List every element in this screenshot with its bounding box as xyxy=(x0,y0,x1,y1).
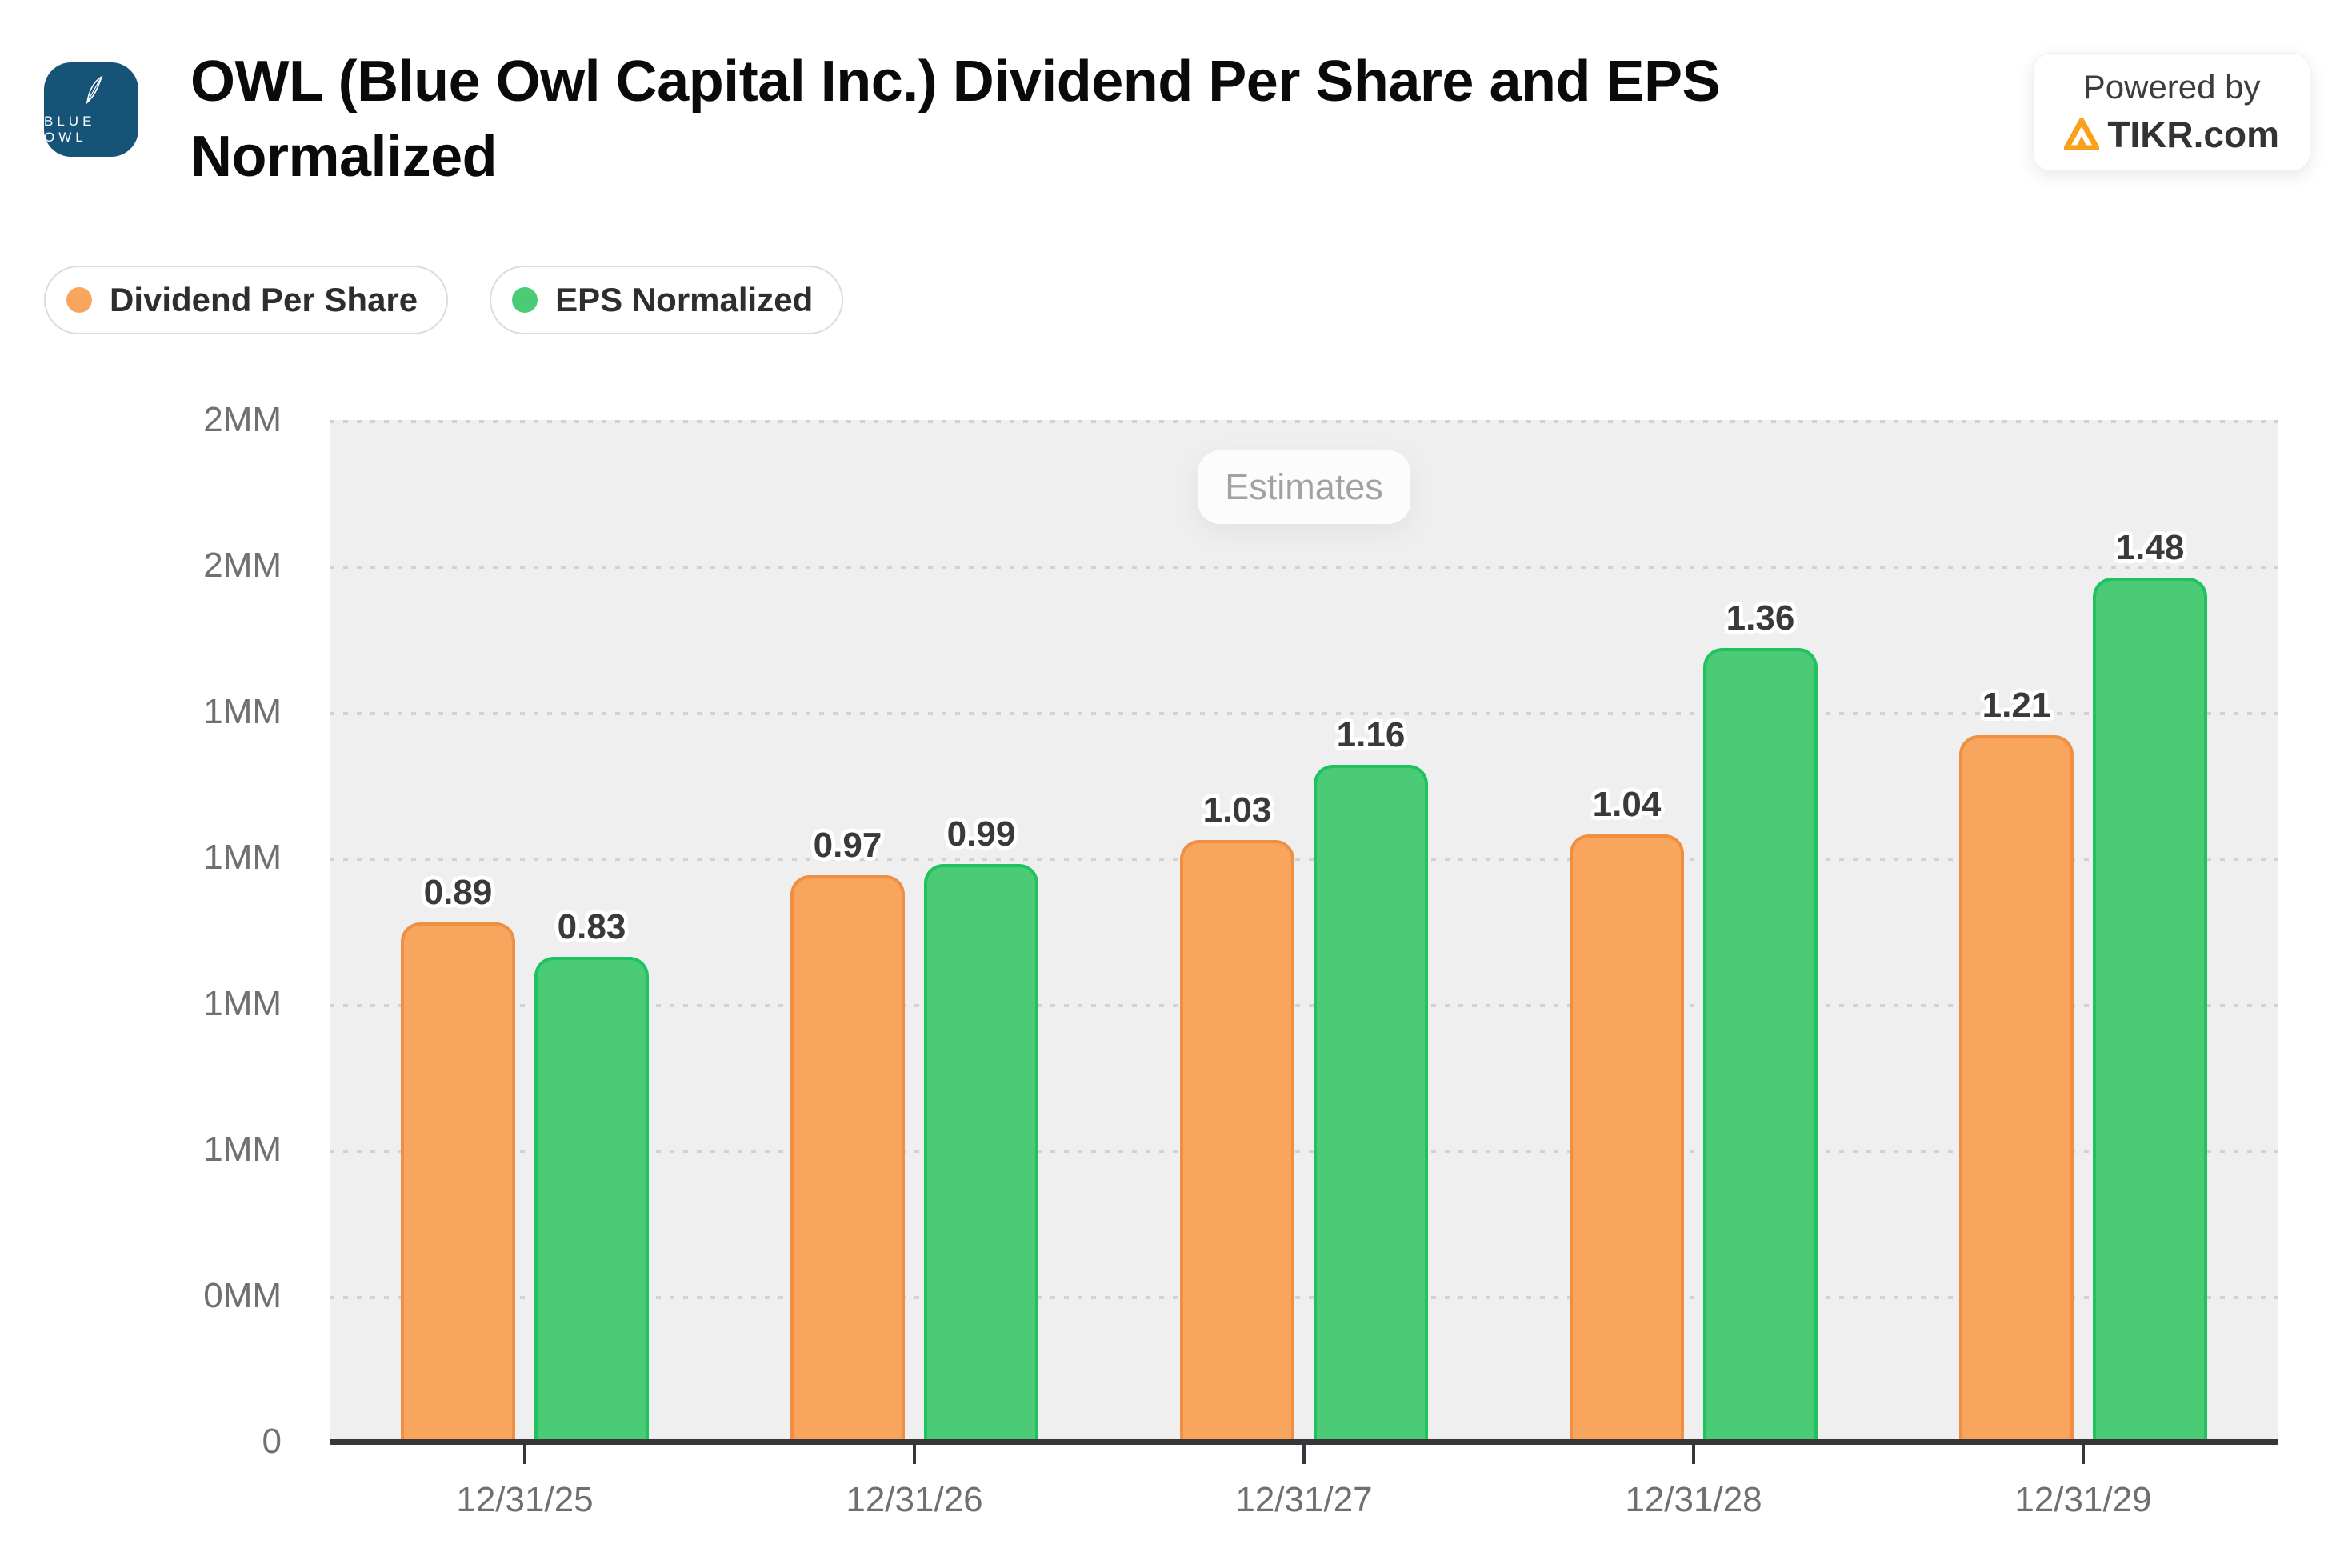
bar-value-label: 1.48 xyxy=(2115,528,2185,567)
bar-value-label: 1.36 xyxy=(1726,598,1795,638)
x-axis-tick xyxy=(913,1445,916,1464)
x-axis-label: 12/31/25 xyxy=(456,1480,594,1519)
legend-item-dividend-per-share[interactable]: Dividend Per Share xyxy=(44,266,449,334)
bar-dividend-12/31/25[interactable] xyxy=(401,922,515,1442)
bar-value-label: 0.83 xyxy=(557,907,626,946)
gridline xyxy=(330,1150,2278,1153)
x-axis-tick xyxy=(1302,1445,1306,1464)
bar-eps-12/31/26[interactable] xyxy=(924,864,1038,1442)
plot-area: Estimates 0.89 0.83 0.97 0.99 1.03 1.16 1.04 1.… xyxy=(330,420,2278,1442)
y-axis-tick-label: 2MM xyxy=(203,400,282,439)
gridline xyxy=(330,858,2278,861)
gridline xyxy=(330,420,2278,423)
chart-title-line2: Normalized xyxy=(190,125,498,189)
y-axis-tick-label: 1MM xyxy=(203,984,282,1023)
x-axis-label: 12/31/27 xyxy=(1235,1480,1373,1519)
legend-item-eps-normalized[interactable]: EPS Normalized xyxy=(490,266,844,334)
x-axis-label: 12/31/29 xyxy=(2014,1480,2152,1519)
gridline xyxy=(330,712,2278,715)
bar-value-label: 1.03 xyxy=(1202,790,1272,830)
y-axis-tick-label: 1MM xyxy=(203,692,282,731)
tikr-logo-icon xyxy=(2064,118,2100,150)
x-axis-label: 12/31/28 xyxy=(1625,1480,1762,1519)
bar-dividend-12/31/26[interactable] xyxy=(790,875,905,1442)
y-axis-tick-label: 0 xyxy=(262,1422,282,1461)
y-axis-tick-label: 1MM xyxy=(203,838,282,877)
bar-eps-12/31/27[interactable] xyxy=(1314,765,1428,1442)
gridline xyxy=(330,1296,2278,1299)
bar-value-label: 1.04 xyxy=(1592,785,1662,824)
owl-feather-icon xyxy=(86,75,103,105)
bar-value-label: 1.16 xyxy=(1336,715,1406,754)
blue-owl-logo: BLUE OWL xyxy=(44,62,138,157)
gridline xyxy=(330,1004,2278,1007)
legend-dot-green xyxy=(512,287,538,313)
gridline xyxy=(330,566,2278,569)
x-axis-line xyxy=(330,1439,2278,1445)
powered-by-tikr-badge[interactable]: Powered by TIKR.com xyxy=(2033,53,2310,171)
bar-dividend-12/31/29[interactable] xyxy=(1959,735,2074,1442)
y-axis-labels: 2MM 2MM 1MM 1MM 1MM 1MM 0MM 0 xyxy=(0,400,282,1461)
bar-dividend-12/31/28[interactable] xyxy=(1570,834,1684,1442)
y-axis-tick-label: 1MM xyxy=(203,1130,282,1169)
powered-by-label: Powered by xyxy=(2082,68,2261,106)
x-axis-tick xyxy=(2082,1445,2085,1464)
chart-title: OWL (Blue Owl Capital Inc.) Dividend Per… xyxy=(190,44,1721,194)
legend: Dividend Per Share EPS Normalized xyxy=(44,266,844,334)
bar-eps-12/31/29[interactable] xyxy=(2093,578,2207,1442)
legend-label: Dividend Per Share xyxy=(110,281,418,318)
chart-title-line1: OWL (Blue Owl Capital Inc.) Dividend Per… xyxy=(190,50,1721,114)
x-axis-labels: 12/31/25 12/31/26 12/31/27 12/31/28 12/31/29 xyxy=(330,1445,2278,1541)
y-axis-tick-label: 0MM xyxy=(203,1276,282,1315)
bar-value-label: 0.97 xyxy=(813,826,882,865)
bar-value-label: 1.21 xyxy=(1982,686,2051,725)
tikr-brand-name: TIKR.com xyxy=(2107,114,2279,155)
x-axis-tick xyxy=(1692,1445,1695,1464)
x-axis-label: 12/31/26 xyxy=(846,1480,983,1519)
bar-eps-12/31/28[interactable] xyxy=(1703,648,1818,1442)
estimates-label: Estimates xyxy=(1225,466,1383,507)
bar-eps-12/31/25[interactable] xyxy=(534,957,649,1442)
bar-value-label: 0.89 xyxy=(423,873,493,912)
legend-label: EPS Normalized xyxy=(555,281,814,318)
y-axis-tick-label: 2MM xyxy=(203,546,282,585)
x-axis-tick xyxy=(523,1445,526,1464)
bar-value-label: 0.99 xyxy=(946,814,1016,854)
bar-dividend-12/31/27[interactable] xyxy=(1180,840,1294,1442)
logo-text: BLUE OWL xyxy=(44,114,96,145)
legend-dot-orange xyxy=(66,287,92,313)
estimates-badge: Estimates xyxy=(1198,450,1410,524)
